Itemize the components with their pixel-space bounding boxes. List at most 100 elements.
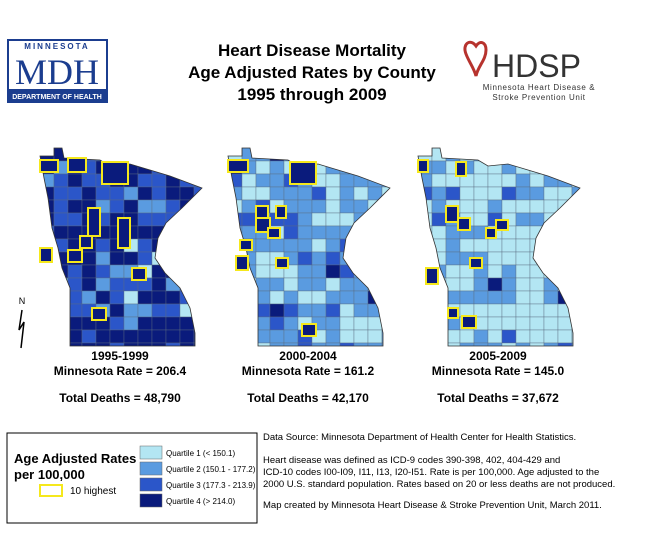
highlight-swatch — [39, 484, 63, 497]
county — [418, 238, 433, 253]
county — [515, 212, 531, 227]
county — [325, 342, 341, 346]
county — [109, 329, 125, 344]
county — [431, 199, 447, 214]
county — [445, 342, 461, 346]
county — [311, 251, 327, 266]
map-deaths: Total Deaths = 48,790 — [59, 391, 181, 405]
county — [381, 160, 390, 175]
map-deaths: Total Deaths = 42,170 — [247, 391, 369, 405]
county — [339, 290, 355, 305]
county — [381, 342, 390, 346]
county — [228, 212, 243, 227]
county — [40, 199, 55, 214]
county — [255, 342, 271, 346]
county — [487, 199, 503, 214]
county — [381, 212, 390, 227]
map-period: 2000-2004 — [279, 349, 337, 363]
county — [353, 148, 369, 162]
county — [515, 186, 531, 201]
county — [165, 277, 181, 292]
county — [311, 277, 327, 292]
county — [431, 290, 447, 305]
county — [487, 303, 503, 318]
county — [515, 160, 531, 175]
county — [501, 173, 517, 188]
legend-title: Age Adjusted Rates — [14, 451, 136, 466]
county — [193, 173, 202, 188]
county — [53, 264, 69, 279]
county — [179, 251, 195, 266]
county — [367, 160, 383, 175]
county — [137, 173, 153, 188]
county — [165, 329, 181, 344]
county — [297, 290, 313, 305]
county — [255, 264, 271, 279]
quartile-swatch — [139, 477, 163, 492]
county — [228, 277, 243, 292]
top-county — [239, 239, 253, 251]
county — [165, 148, 181, 162]
top-county — [289, 161, 317, 185]
county — [95, 251, 111, 266]
county — [228, 173, 243, 188]
county — [53, 212, 69, 227]
state-map — [417, 147, 581, 347]
county — [557, 225, 573, 240]
county — [179, 238, 195, 253]
county — [325, 148, 341, 162]
county — [473, 186, 489, 201]
county — [543, 212, 559, 227]
county — [53, 173, 69, 188]
county — [459, 277, 475, 292]
county — [431, 225, 447, 240]
county — [325, 225, 341, 240]
county — [193, 238, 202, 253]
county — [53, 277, 69, 292]
county — [543, 199, 559, 214]
county — [418, 329, 433, 344]
county — [515, 173, 531, 188]
county — [325, 329, 341, 344]
county — [325, 277, 341, 292]
county — [473, 173, 489, 188]
county — [339, 303, 355, 318]
county — [487, 160, 503, 175]
county — [529, 277, 545, 292]
county — [123, 342, 139, 346]
title-line: Heart Disease Mortality — [218, 41, 407, 60]
county — [459, 238, 475, 253]
county — [311, 264, 327, 279]
county — [367, 212, 383, 227]
county — [501, 238, 517, 253]
county — [418, 316, 433, 331]
county — [81, 186, 97, 201]
county — [179, 148, 195, 162]
county — [515, 264, 531, 279]
county — [571, 342, 580, 346]
top-county — [445, 205, 459, 223]
top-county — [227, 159, 249, 173]
county — [81, 329, 97, 344]
county — [95, 329, 111, 344]
county — [473, 290, 489, 305]
county — [109, 316, 125, 331]
county — [269, 329, 285, 344]
county — [137, 303, 153, 318]
top-county — [275, 205, 287, 219]
county — [283, 290, 299, 305]
county — [353, 251, 369, 266]
county — [311, 303, 327, 318]
county — [529, 199, 545, 214]
top-county — [417, 159, 429, 173]
hdsp-line: Minnesota Heart Disease & — [483, 83, 595, 92]
county — [137, 148, 153, 162]
note: Map created by Minnesota Heart Disease &… — [263, 500, 602, 511]
county — [543, 277, 559, 292]
county — [501, 186, 517, 201]
county — [473, 212, 489, 227]
hdsp-name: HDSP — [492, 48, 581, 84]
county — [151, 199, 167, 214]
top-county — [461, 315, 477, 329]
county — [381, 199, 390, 214]
